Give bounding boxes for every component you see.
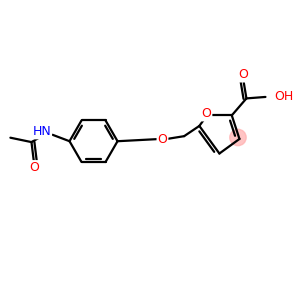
Text: O: O: [158, 133, 167, 146]
Text: OH: OH: [274, 90, 293, 104]
Text: O: O: [202, 107, 212, 120]
Text: O: O: [29, 161, 39, 174]
Text: O: O: [238, 68, 248, 82]
Text: HN: HN: [32, 125, 51, 138]
Circle shape: [230, 129, 246, 146]
